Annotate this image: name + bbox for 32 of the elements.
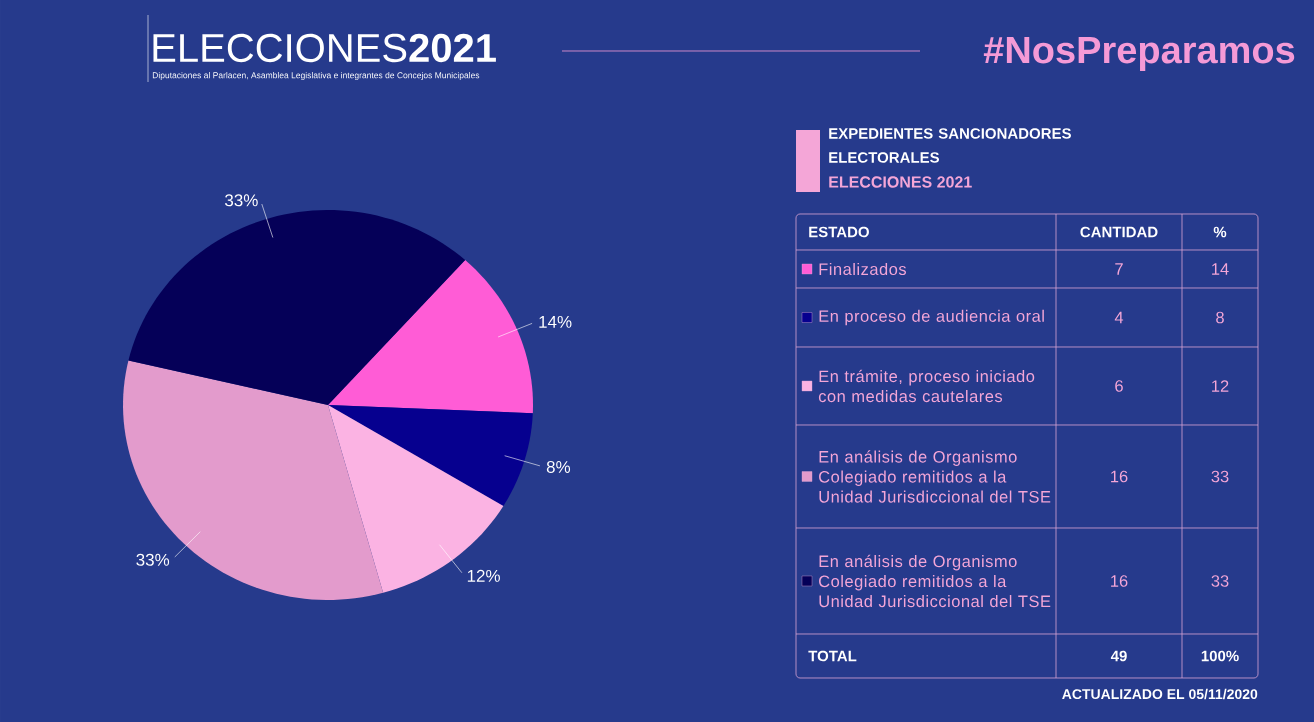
text: 8	[1216, 311, 1224, 324]
legend-label: En trámite, proceso iniciado con medidas cautelares	[818, 369, 1035, 403]
text: %	[1213, 226, 1227, 238]
text: 49	[1110, 650, 1127, 662]
text: 14	[1212, 263, 1229, 275]
text: ESTADO	[809, 226, 869, 238]
data-label: 33%	[136, 553, 170, 566]
legend-label: Finalizados	[819, 262, 906, 276]
data-label: 12%	[467, 569, 500, 582]
text: CANTIDAD	[1080, 226, 1158, 238]
text: ACTUALIZADO EL 05/11/2020	[1062, 688, 1258, 700]
legend-label: En análisis de Organismo Colegiado remitidos a la Unidad Jurisdiccional del TSE	[819, 450, 1051, 503]
text: 16	[1111, 470, 1128, 483]
text: TOTAL	[808, 650, 857, 662]
text: 16	[1111, 575, 1128, 587]
chart-title: ELECCIONES2021	[153, 33, 496, 63]
data-label: 33%	[225, 194, 258, 207]
legend-label: En proceso de audiencia oral	[819, 309, 1044, 326]
text: EXPEDIENTES SANCIONADORES ELECTORALES	[829, 128, 1071, 163]
legend-label: En análisis de Organismo Colegiado remitidos a la Unidad Jurisdiccional del TSE	[819, 554, 1051, 608]
text: 33	[1211, 575, 1229, 587]
chart-subtitle: Diputaciones al Parlacen, Asamblea Legislativa e integrantes de Concejos Municipales	[152, 72, 480, 80]
data-label: 8%	[546, 460, 571, 473]
text: 100%	[1201, 650, 1239, 662]
text: 4	[1114, 311, 1124, 324]
text: 12	[1212, 380, 1229, 392]
text: 6	[1115, 380, 1123, 392]
text: ELECCIONES 2021	[829, 176, 972, 188]
text: 7	[1115, 263, 1123, 275]
text: 33	[1211, 470, 1229, 483]
data-label: 14%	[539, 315, 572, 328]
text: #NosPreparamos	[983, 36, 1295, 72]
